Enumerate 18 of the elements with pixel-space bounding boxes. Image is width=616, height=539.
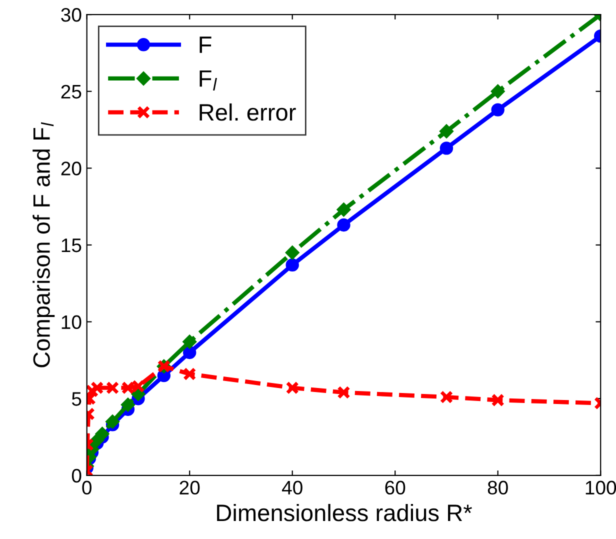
y-tick-label: 25 [61, 84, 82, 99]
y-tick-label: 20 [61, 162, 82, 176]
legend-label: Rel. error [200, 103, 296, 121]
y-tick-label: 0 [72, 468, 82, 483]
x-tick-label: 100 [586, 480, 616, 495]
legend-label: F [200, 36, 212, 53]
x-tick-label: 40 [282, 480, 302, 495]
x-tick-label: 20 [180, 480, 200, 495]
x-tick-label: 80 [488, 480, 508, 495]
y-tick-label: 5 [72, 392, 82, 406]
y-axis-title: Comparison of F and F$_{l}$ [32, 122, 55, 368]
y-tick-label: 30 [61, 8, 82, 22]
legend-label: F$_{l}$ [200, 70, 217, 91]
y-tick-label: 15 [62, 238, 82, 252]
x-tick-label: 0 [82, 480, 92, 495]
y-tick-label: 10 [62, 315, 82, 330]
x-axis-title: Dimensionless radius R* [217, 504, 472, 522]
x-tick-label: 60 [385, 480, 406, 495]
